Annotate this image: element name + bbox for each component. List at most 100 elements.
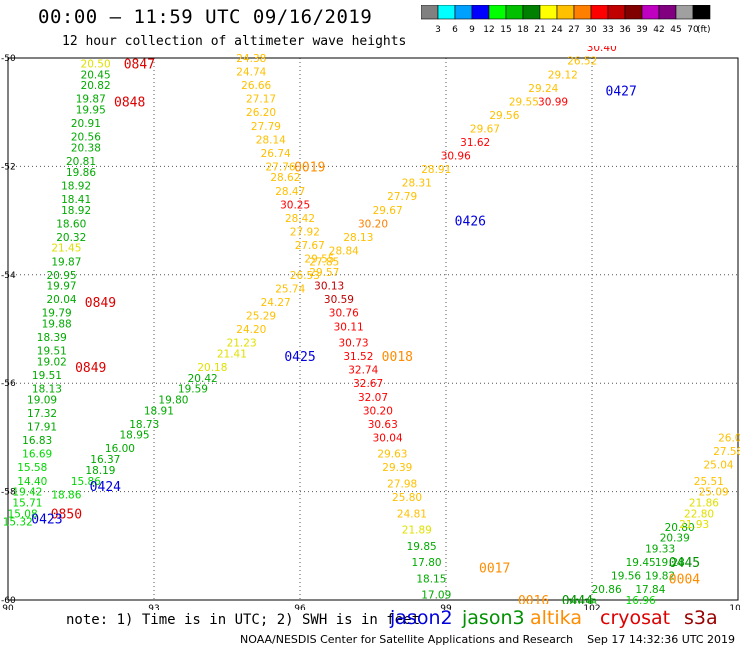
wave-height-value: 20.86	[592, 584, 622, 596]
wave-height-value: 30.63	[368, 419, 398, 431]
wave-height-value: 19.82	[645, 571, 675, 583]
wave-height-value: 29.55	[509, 96, 539, 108]
wave-height-value: 15.86	[71, 476, 101, 488]
wave-height-value: 24.74	[236, 67, 266, 79]
wave-height-value: 19.87	[76, 94, 106, 106]
colorbar-tick: 36	[619, 25, 631, 35]
colorbar-unit: (ft)	[697, 25, 711, 35]
y-tick-label: -56	[1, 379, 16, 389]
wave-height-value: 15.71	[12, 497, 42, 509]
colorbar-tick: 70	[687, 25, 699, 35]
wave-height-value: 27.58	[713, 446, 740, 458]
wave-height-value: 24.27	[261, 297, 291, 309]
grid	[8, 58, 738, 600]
wave-height-value: 17.91	[27, 422, 57, 434]
wave-height-value: 28.62	[270, 172, 300, 184]
wave-height-value: 20.91	[71, 118, 101, 130]
pass-time-labels: 0847 0848 0849 0849 0850 0424 0423 0019 0425 0018…	[31, 57, 700, 604]
wave-height-value: 27.79	[251, 121, 281, 133]
wave-height-value: 28.14	[256, 134, 286, 146]
pass-time-label: 0425	[284, 350, 315, 365]
legend-altika: altika	[530, 607, 582, 629]
wave-height-value: 18.19	[85, 465, 115, 477]
x-tick-label: 90	[2, 604, 14, 610]
wave-height-value: 18.39	[37, 332, 67, 344]
wave-height-value: 27.76	[266, 161, 296, 173]
wave-height-value: 19.85	[407, 541, 437, 553]
wave-height-value: 32.67	[353, 378, 383, 390]
wave-height-value: 18.13	[32, 384, 62, 396]
wave-height-value: 21.23	[227, 338, 257, 350]
x-tick-label: 93	[148, 604, 159, 610]
wave-height-value: 19.79	[42, 308, 72, 320]
legend-jason3: jason3	[462, 607, 525, 629]
wave-height-value: 27.98	[387, 478, 417, 490]
wave-height-value: 20.38	[71, 142, 101, 154]
wave-height-value: 17.84	[635, 584, 665, 596]
wave-height-value: 19.51	[37, 346, 67, 358]
wave-height-value: 20.95	[47, 270, 77, 282]
legend-cryosat: cryosat	[600, 607, 671, 629]
wave-height-value: 27.79	[387, 191, 417, 203]
pass-time-label: 0018	[382, 350, 413, 365]
color-scale-bar: 3 6 9 12 15 18 21 24 27 30 33 36 39 42 45 70(ft)	[421, 5, 711, 35]
wave-height-value: 18.92	[61, 180, 91, 192]
wave-height-value: 30.04	[373, 432, 403, 444]
wave-height-value: 27.85	[309, 256, 339, 268]
wave-height-value: 17.09	[421, 590, 451, 602]
wave-height-value: 32.07	[358, 392, 388, 404]
pass-time-label: 0004	[669, 572, 700, 587]
wave-height-value: 30.96	[441, 151, 471, 163]
wave-height-value: 26.66	[241, 80, 271, 92]
wave-height-value: 20.56	[71, 132, 101, 144]
wave-height-value: 30.13	[314, 281, 344, 293]
wave-height-value: 28.84	[329, 245, 359, 257]
pass-time-label: 0424	[90, 480, 121, 495]
pass-time-label: 0019	[294, 160, 325, 175]
series-track-southeast: 18.1518.5920.1820.3820.8619.5619.4519.33…	[567, 432, 740, 610]
wave-height-value: 30.76	[329, 308, 359, 320]
wave-height-value: 30.59	[324, 294, 354, 306]
pass-time-label: 0426	[455, 215, 486, 230]
wave-height-value: 21.93	[679, 519, 709, 531]
wave-height-value: 26.18	[596, 29, 626, 41]
colorbar-tick: 18	[517, 25, 529, 35]
wave-height-value: 20.80	[665, 522, 695, 534]
wave-height-value: 27.51	[606, 15, 636, 27]
wave-height-value: 24.20	[236, 324, 266, 336]
wave-height-value: 18.95	[120, 430, 150, 442]
x-tick-label: 99	[440, 604, 452, 610]
wave-height-value: 19.28	[655, 557, 685, 569]
wave-height-value: 19.97	[47, 281, 77, 293]
y-tick-label: -60	[1, 596, 16, 606]
pass-time-label: 0445	[669, 556, 700, 571]
colorbar-tick: 30	[585, 25, 597, 35]
colorbar-tick: 45	[670, 25, 681, 35]
wave-height-value: 19.86	[66, 167, 96, 179]
wave-height-value: 15.58	[17, 462, 47, 474]
wave-height-value: 20.42	[188, 373, 218, 385]
wave-height-value: 20.04	[47, 294, 77, 306]
wave-height-value: 30.11	[334, 321, 364, 333]
wave-height-value: 20.50	[81, 58, 111, 70]
colorbar-tick: 21	[534, 25, 545, 35]
wave-height-value: 21.86	[689, 497, 719, 509]
wave-height-value: 18.41	[61, 194, 91, 206]
pass-time-label: 0850	[51, 507, 82, 522]
wave-height-value: 28.13	[343, 232, 373, 244]
pass-time-label: 0849	[85, 296, 116, 311]
legend-s3a: s3a	[684, 607, 718, 629]
wave-height-value: 27.17	[246, 94, 276, 106]
wave-height-value: 30.99	[538, 96, 568, 108]
wave-height-value: 16.69	[22, 449, 52, 461]
wave-height-value: 29.56	[489, 110, 519, 122]
wave-height-value: 20.18	[197, 362, 227, 374]
series-track-west: 20.5020.4520.8219.8719.9520.9120.5620.38…	[3, 58, 111, 528]
wave-height-value: 29.55	[304, 254, 334, 266]
pass-time-label: 0423	[31, 513, 62, 528]
series-track-descending: 24.3824.7426.6627.1726.2027.7928.1426.74…	[236, 53, 451, 602]
wave-height-value: 29.67	[470, 123, 500, 135]
wave-height-plot: 90939699102105-50-52-54-56-58-6020.5020.…	[1, 15, 740, 610]
wave-height-value: 20.38	[567, 598, 597, 610]
wave-height-value: 29.57	[309, 267, 339, 279]
